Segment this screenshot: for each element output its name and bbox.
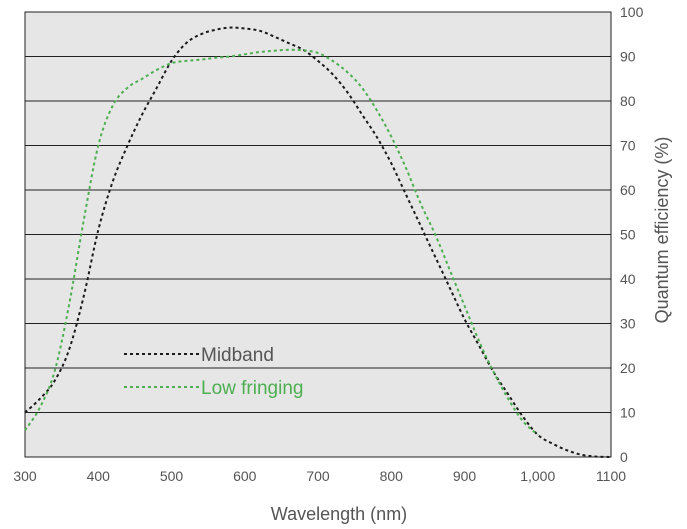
x-tick-label: 400 xyxy=(87,468,111,484)
x-tick-label: 1,000 xyxy=(520,468,555,484)
x-tick-labels: 300 400 500 600 700 800 900 1,000 1100 xyxy=(13,468,626,484)
y-tick-label: 60 xyxy=(620,182,636,198)
y-tick-label: 100 xyxy=(620,4,644,20)
y-tick-label: 80 xyxy=(620,93,636,109)
x-tick-label: 600 xyxy=(233,468,257,484)
legend-label-midband: Midband xyxy=(201,345,274,366)
y-tick-label: 40 xyxy=(620,271,636,287)
y-tick-label: 10 xyxy=(620,405,636,421)
y-tick-label: 90 xyxy=(620,49,636,65)
x-tick-label: 700 xyxy=(306,468,330,484)
legend: Midband Low fringing xyxy=(124,345,303,399)
x-tick-label: 900 xyxy=(453,468,477,484)
legend-label-low-fringing: Low fringing xyxy=(201,378,303,399)
series-line-midband xyxy=(24,26,612,458)
gridlines xyxy=(25,11,611,458)
x-tick-label: 300 xyxy=(13,468,37,484)
series-lines xyxy=(24,26,612,458)
y-tick-label: 50 xyxy=(620,227,636,243)
y-tick-label: 70 xyxy=(620,138,636,154)
y-tick-label: 0 xyxy=(620,449,628,465)
y-tick-label: 30 xyxy=(620,316,636,332)
y-axis-label: Quantum efficiency (%) xyxy=(652,137,672,324)
y-tick-labels: 0 10 20 30 40 50 60 70 80 90 100 xyxy=(620,4,644,465)
x-tick-label: 1100 xyxy=(596,468,626,484)
x-axis-label: Wavelength (nm) xyxy=(271,504,407,524)
x-tick-label: 500 xyxy=(160,468,184,484)
y-tick-label: 20 xyxy=(620,360,636,376)
x-tick-label: 800 xyxy=(380,468,404,484)
